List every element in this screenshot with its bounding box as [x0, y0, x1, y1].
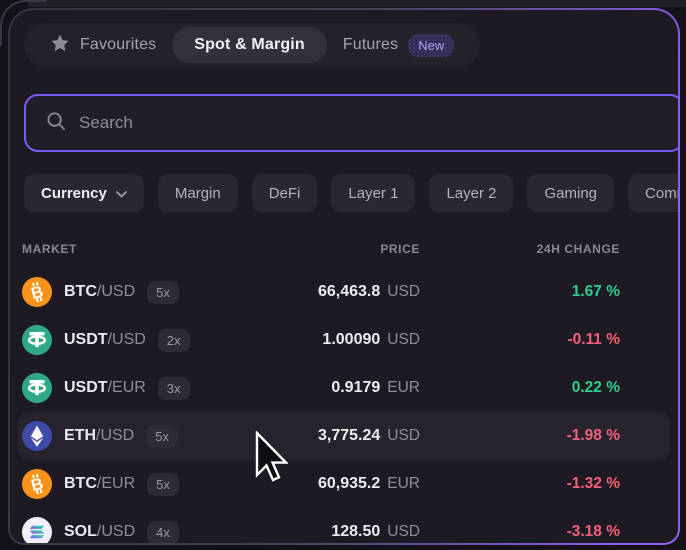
market-row-sol-usd[interactable]: SOL/USD 4x 128.50 USD -3.18 % [18, 508, 670, 543]
market-row-btc-eur[interactable]: B BTC/EUR 5x 60,935.2 EUR -1.32 % [18, 460, 670, 508]
pair-label: USDT/EUR [64, 379, 146, 397]
search-bar[interactable] [24, 94, 678, 152]
pair-quote: /EUR [96, 475, 136, 492]
tab-favourites[interactable]: Favourites [34, 27, 172, 63]
filter-chip-layer2[interactable]: Layer 2 [429, 174, 514, 212]
btc-icon: B [22, 277, 52, 307]
eth-icon [22, 421, 52, 451]
pair-label: USDT/USD [64, 331, 146, 349]
search-input[interactable] [79, 113, 662, 133]
star-icon [50, 33, 70, 58]
leverage-badge: 5x [147, 280, 179, 304]
market-cell: ETH/USD 5x [22, 421, 240, 451]
price-cell: 0.9179 EUR [331, 379, 420, 396]
market-rows: B BTC/USD 5x 66,463.8 USD 1.67 % USDT/USD… [10, 268, 678, 543]
leverage-badge: 3x [157, 376, 190, 400]
filter-chip-layer1[interactable]: Layer 1 [331, 174, 416, 212]
market-cell: USDT/USD 2x [22, 325, 240, 355]
new-badge: New [408, 33, 455, 57]
pair-quote: /USD [96, 427, 135, 444]
pair-quote: /EUR [107, 379, 146, 396]
markets-panel: Favourites Spot & Margin Futures New Cur… [10, 10, 678, 543]
pair-base: USDT [64, 331, 108, 348]
change-cell: -0.11 % [567, 331, 620, 348]
market-cell: B BTC/EUR 5x [22, 469, 240, 499]
change-cell: 1.67 % [571, 283, 620, 300]
price-cell: 60,935.2 EUR [317, 475, 420, 492]
window-corner-arc [0, 0, 46, 46]
market-row-eth-usd[interactable]: ETH/USD 5x 3,775.24 USD -1.98 % [18, 412, 670, 460]
pair-quote: /USD [107, 331, 146, 348]
window-top-edge [28, 0, 686, 7]
column-market: MARKET [22, 242, 77, 256]
pair-base: SOL [64, 523, 97, 540]
filter-currency-label: Currency [41, 184, 107, 202]
market-tabs: Favourites Spot & Margin Futures New [24, 23, 481, 67]
pair-label: ETH/USD [64, 427, 134, 445]
price-cell: 128.50 USD [331, 523, 420, 540]
chevron-down-icon [115, 185, 127, 202]
change-cell: -3.18 % [566, 523, 620, 540]
market-row-btc-usd[interactable]: B BTC/USD 5x 66,463.8 USD 1.67 % [18, 268, 670, 316]
svg-text:B: B [29, 283, 45, 303]
market-row-usdt-eur[interactable]: USDT/EUR 3x 0.9179 EUR 0.22 % [18, 364, 670, 412]
market-cell: B BTC/USD 5x [22, 277, 240, 307]
table-header: MARKET PRICE 24H CHANGE [10, 242, 678, 256]
search-icon [46, 111, 66, 136]
leverage-badge: 5x [146, 424, 178, 448]
price-cell: 66,463.8 USD [317, 283, 420, 300]
pair-base: BTC [64, 283, 97, 300]
market-row-usdt-usd[interactable]: USDT/USD 2x 1.00090 USD -0.11 % [18, 316, 670, 364]
price-cell: 1.00090 USD [322, 331, 420, 348]
pair-base: ETH [64, 427, 96, 444]
tab-spot-margin-label: Spot & Margin [194, 36, 305, 53]
price-cell: 3,775.24 USD [317, 427, 420, 444]
pair-base: BTC [64, 475, 97, 492]
filter-chip-gaming[interactable]: Gaming [527, 174, 615, 212]
pair-quote: /USD [96, 523, 136, 540]
market-cell: USDT/EUR 3x [22, 373, 240, 403]
pair-label: BTC/USD [64, 283, 135, 301]
filter-currency-dropdown[interactable]: Currency [24, 174, 144, 212]
sol-icon [22, 517, 52, 543]
leverage-badge: 5x [147, 472, 179, 496]
btc-icon: B [22, 469, 52, 499]
filter-chips: Currency Margin DeFi Layer 1 Layer 2 Gam… [24, 174, 678, 212]
market-cell: SOL/USD 4x [22, 517, 240, 543]
change-cell: 0.22 % [571, 379, 620, 396]
filter-chip-margin[interactable]: Margin [157, 174, 238, 212]
usdt-icon [22, 325, 52, 355]
filter-chip-defi[interactable]: DeFi [251, 174, 318, 212]
tab-futures[interactable]: Futures New [327, 27, 470, 63]
change-cell: -1.98 % [566, 427, 620, 444]
tab-futures-label: Futures [342, 36, 399, 53]
leverage-badge: 2x [157, 328, 190, 352]
change-cell: -1.32 % [566, 475, 620, 492]
leverage-badge: 4x [147, 520, 179, 543]
pair-base: USDT [64, 379, 108, 396]
pair-label: SOL/USD [64, 523, 135, 541]
column-change: 24H CHANGE [536, 242, 620, 256]
tab-favourites-label: Favourites [80, 36, 157, 53]
usdt-icon [22, 373, 52, 403]
column-price: PRICE [380, 242, 420, 256]
tab-spot-margin[interactable]: Spot & Margin [172, 27, 327, 63]
svg-text:B: B [29, 475, 45, 495]
pair-quote: /USD [96, 283, 136, 300]
pair-label: BTC/EUR [64, 475, 135, 493]
markets-panel-border: Favourites Spot & Margin Futures New Cur… [8, 8, 680, 545]
filter-chip-community[interactable]: Community [628, 174, 678, 212]
